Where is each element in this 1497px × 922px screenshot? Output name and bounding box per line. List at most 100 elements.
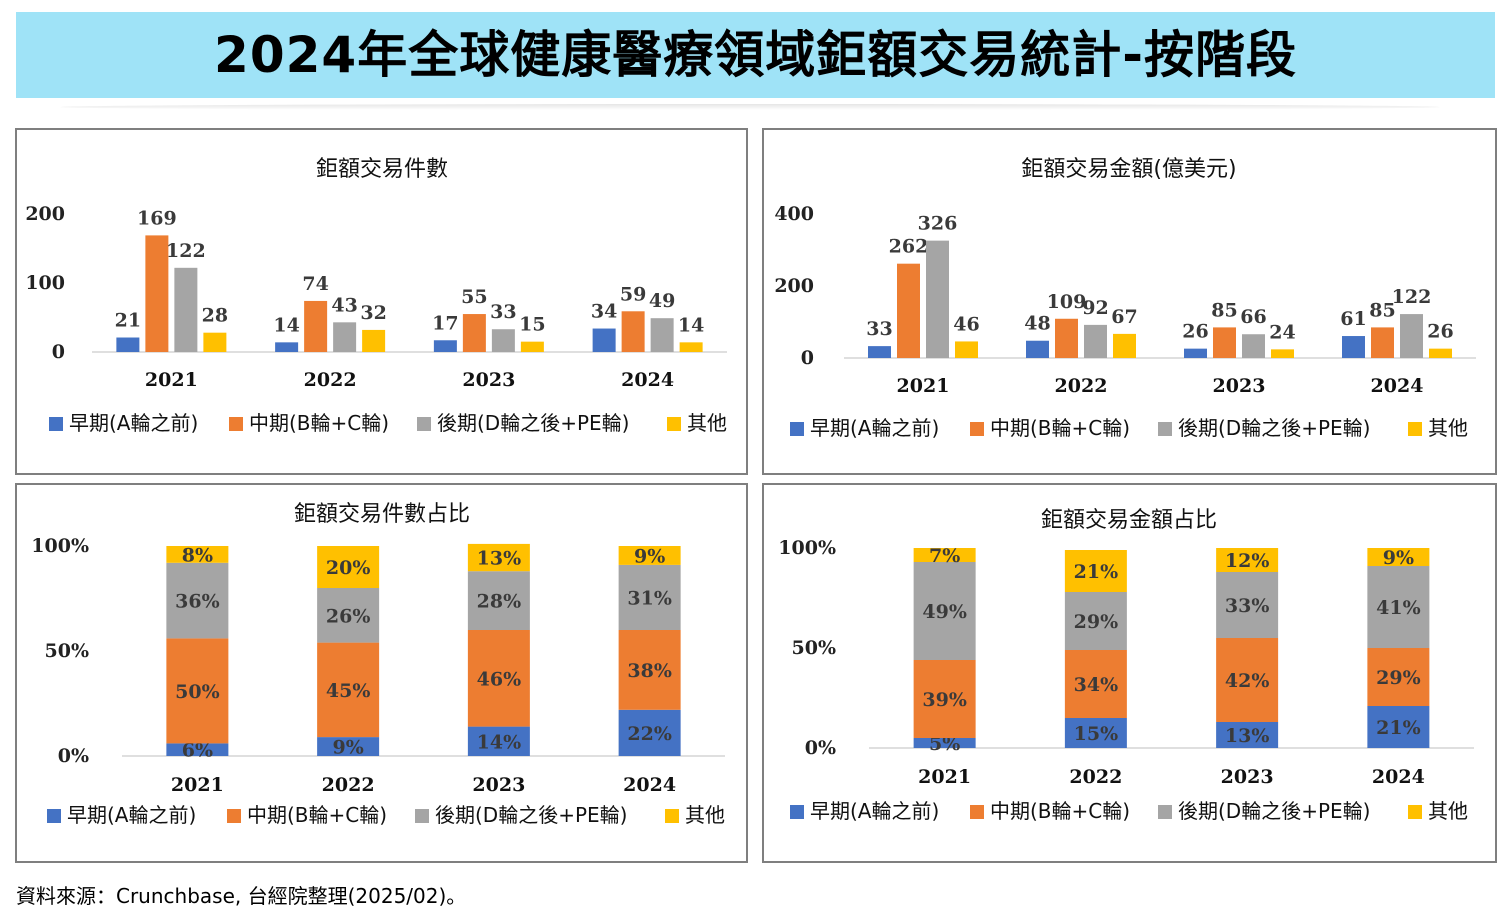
chart-deal-count-svg: 鉅額交易件數 0 100 200 2021 2022 2023 2024 21 169 122 28 1… [25, 157, 727, 435]
legend-swatch [970, 422, 984, 436]
bar [897, 263, 920, 358]
x-tick-label: 2021 [171, 774, 224, 796]
data-label: 28% [477, 591, 522, 613]
bar-segment [467, 571, 530, 630]
x-tick-label: 2024 [1372, 766, 1425, 788]
data-label: 32 [360, 302, 386, 324]
bar-segment [467, 543, 530, 572]
legend-swatch [227, 809, 241, 823]
legend-swatch [1408, 422, 1422, 436]
data-label: 43 [331, 294, 357, 316]
bar [362, 329, 386, 352]
bar-segment [1367, 706, 1430, 748]
bar-segment [317, 588, 380, 643]
x-tick-label: 2023 [472, 774, 525, 796]
legend-label: 其他 [1428, 416, 1468, 440]
x-tick-label: 2021 [145, 369, 198, 391]
data-label: 20% [326, 557, 371, 579]
data-label: 9% [634, 545, 665, 567]
legend-swatch [970, 805, 984, 819]
chart-title: 鉅額交易金額占比 [1041, 508, 1217, 533]
y-tick-label: 50% [45, 640, 90, 662]
bar-segment [1064, 718, 1127, 748]
y-tick-label: 200 [774, 275, 814, 297]
data-label: 6% [182, 740, 213, 762]
legend-label: 早期(A輪之前) [69, 411, 198, 435]
legend-label: 後期(D輪之後+PE輪) [435, 803, 627, 827]
data-label: 46 [953, 313, 979, 335]
source-note: 資料來源：Crunchbase, 台經院整理(2025/02)。 [16, 884, 467, 908]
bar [520, 341, 544, 352]
x-tick-label: 2024 [621, 369, 674, 391]
bar-segment [618, 546, 681, 565]
x-tick-label: 2022 [1055, 375, 1108, 397]
legend-swatch [665, 809, 679, 823]
y-tick-label: 50% [792, 637, 837, 659]
data-label: 26 [1427, 321, 1453, 343]
legend-label: 後期(D輪之後+PE輪) [437, 411, 629, 435]
legend-label: 中期(B輪+C輪) [247, 803, 387, 827]
bar [145, 235, 169, 352]
bar-segment [1064, 650, 1127, 718]
legend-label: 其他 [687, 411, 727, 435]
legend-label: 其他 [685, 803, 725, 827]
data-label: 49% [922, 601, 967, 623]
bar-segment [1367, 566, 1430, 648]
bar [203, 332, 227, 352]
data-label: 24 [1269, 321, 1295, 343]
bar [955, 341, 978, 358]
bar [1055, 318, 1078, 358]
legend-swatch [1158, 422, 1172, 436]
bar [433, 340, 457, 352]
legend-swatch [47, 809, 61, 823]
chart-panel-deal-amount: 鉅額交易金額(億美元) 0 200 400 2021 2022 2023 2024 33 262 3… [762, 128, 1497, 475]
data-label: 59 [620, 283, 646, 305]
bar [1342, 336, 1365, 358]
bar-segment [166, 743, 229, 756]
data-label: 21% [1376, 717, 1421, 739]
bar-segment [467, 630, 530, 727]
bar [650, 318, 674, 352]
bar [679, 342, 703, 352]
data-label: 15 [519, 314, 545, 336]
legend-swatch [229, 417, 243, 431]
bar-segment [618, 564, 681, 630]
page-title: 2024年全球健康醫療領域鉅額交易統計-按階段 [214, 26, 1297, 84]
bar-segment [1367, 648, 1430, 706]
bar-segment [913, 738, 976, 748]
bar [462, 314, 486, 352]
data-label: 48 [1024, 313, 1050, 335]
data-label: 22% [627, 723, 672, 745]
data-label: 38% [627, 660, 672, 682]
bar [304, 300, 328, 352]
data-label: 66 [1240, 306, 1266, 328]
legend-swatch [1158, 805, 1172, 819]
legend-swatch [1408, 805, 1422, 819]
bar [1213, 327, 1236, 358]
data-label: 46% [477, 668, 522, 690]
bar [174, 267, 198, 352]
bar-segment [913, 548, 976, 562]
chart-count-share-svg: 鉅額交易件數占比 0% 50% 100% 2021 2022 2023 2024 6% 50% 36… [31, 502, 725, 827]
data-label: 92 [1082, 297, 1108, 319]
data-label: 169 [137, 207, 177, 229]
data-label: 122 [1392, 286, 1432, 308]
legend-label: 後期(D輪之後+PE輪) [1178, 799, 1370, 823]
bar [1113, 333, 1136, 358]
data-label: 33 [490, 301, 516, 323]
bar-segment [913, 562, 976, 660]
bar-segment [1216, 722, 1279, 748]
data-label: 9% [1383, 547, 1414, 569]
bar-segment [1064, 592, 1127, 650]
data-label: 36% [175, 591, 220, 613]
legend-label: 後期(D輪之後+PE輪) [1178, 416, 1370, 440]
chart-panel-count-share: 鉅額交易件數占比 0% 50% 100% 2021 2022 2023 2024 6% 50% 36… [15, 483, 748, 863]
x-tick-label: 2021 [897, 375, 950, 397]
data-label: 13% [477, 548, 522, 570]
legend-label: 其他 [1428, 799, 1468, 823]
legend-swatch [667, 417, 681, 431]
chart-panel-deal-count: 鉅額交易件數 0 100 200 2021 2022 2023 2024 21 169 122 28 1… [15, 128, 748, 475]
y-tick-label: 100% [778, 537, 836, 559]
bar-segment [467, 726, 530, 756]
data-label: 26% [326, 605, 371, 627]
